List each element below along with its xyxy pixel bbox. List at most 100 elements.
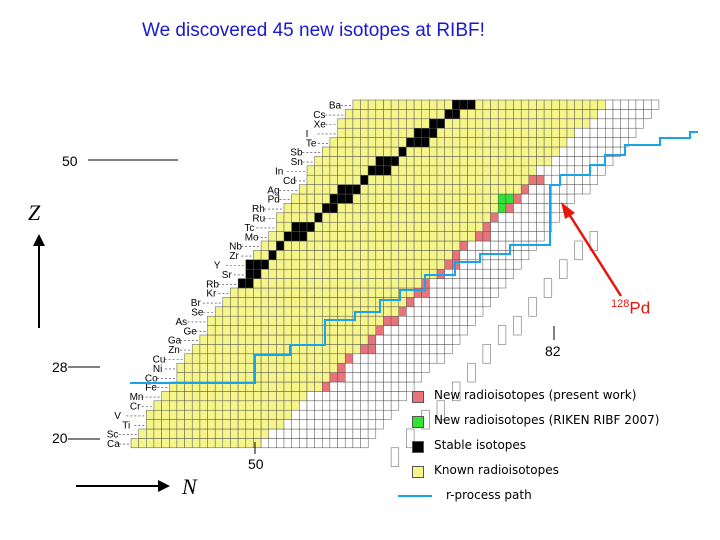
- known-radioisotope-cell: [322, 193, 331, 204]
- known-radioisotope-cell: [322, 287, 331, 298]
- known-radioisotope-cell: [352, 287, 361, 298]
- empty-cell: [452, 306, 461, 317]
- known-radioisotope-cell: [459, 146, 468, 157]
- known-radioisotope-cell: [260, 250, 270, 261]
- empty-cell: [490, 287, 499, 298]
- known-radioisotope-cell: [475, 137, 484, 148]
- known-radioisotope-cell: [520, 99, 530, 110]
- element-label-ge: Ge: [184, 326, 198, 337]
- known-radioisotope-cell: [306, 306, 315, 317]
- empty-cell: [413, 362, 423, 373]
- known-radioisotope-cell: [352, 344, 361, 355]
- known-radioisotope-cell: [322, 221, 331, 232]
- known-radioisotope-cell: [436, 231, 445, 242]
- empty-cell: [566, 174, 575, 185]
- empty-cell: [329, 391, 338, 402]
- known-radioisotope-cell: [230, 306, 239, 317]
- known-radioisotope-cell: [268, 419, 277, 430]
- known-radioisotope-cell: [329, 221, 338, 232]
- empty-cell: [497, 240, 507, 251]
- known-radioisotope-cell: [153, 400, 162, 411]
- known-radioisotope-cell: [444, 184, 453, 195]
- known-radioisotope-cell: [245, 362, 254, 373]
- known-radioisotope-cell: [429, 212, 438, 223]
- known-radioisotope-cell: [337, 212, 346, 223]
- known-radioisotope-cell: [230, 372, 239, 383]
- empty-cell: [475, 287, 484, 298]
- known-radioisotope-cell: [505, 184, 514, 195]
- empty-cell: [490, 231, 499, 242]
- known-radioisotope-cell: [207, 400, 216, 411]
- known-radioisotope-cell: [276, 278, 285, 289]
- empty-cell: [497, 221, 507, 232]
- known-radioisotope-cell: [490, 118, 499, 129]
- known-radioisotope-cell: [390, 297, 400, 308]
- element-label-co: Co: [145, 373, 158, 384]
- empty-cell: [352, 372, 361, 383]
- known-radioisotope-cell: [436, 259, 445, 270]
- known-radioisotope-cell: [367, 250, 377, 261]
- empty-cell: [322, 391, 331, 402]
- known-radioisotope-cell: [413, 278, 423, 289]
- stable-isotope-cell: [245, 259, 254, 270]
- known-radioisotope-cell: [276, 325, 285, 336]
- empty-cell: [444, 325, 453, 336]
- known-radioisotope-cell: [429, 203, 438, 214]
- known-radioisotope-cell: [176, 419, 185, 430]
- known-radioisotope-cell: [589, 99, 598, 110]
- known-radioisotope-cell: [283, 391, 292, 402]
- empty-cell: [352, 381, 361, 392]
- known-radioisotope-cell: [283, 372, 292, 383]
- known-radioisotope-cell: [513, 99, 522, 110]
- empty-cell: [375, 381, 384, 392]
- known-radioisotope-cell: [138, 428, 147, 439]
- known-radioisotope-cell: [490, 109, 499, 120]
- known-radioisotope-cell: [421, 259, 430, 270]
- known-radioisotope-cell: [337, 118, 346, 129]
- element-label-rh: Rh: [252, 204, 265, 215]
- known-radioisotope-cell: [543, 109, 553, 120]
- empty-cell: [322, 438, 331, 449]
- known-radioisotope-cell: [337, 231, 346, 242]
- empty-cell: [360, 391, 369, 402]
- empty-cell: [551, 165, 560, 176]
- stable-isotope-cell: [291, 231, 300, 242]
- known-radioisotope-cell: [176, 438, 185, 449]
- known-radioisotope-cell: [322, 174, 331, 185]
- known-radioisotope-cell: [184, 353, 193, 364]
- empty-cell: [375, 334, 384, 345]
- known-radioisotope-cell: [482, 174, 491, 185]
- known-radioisotope-cell: [490, 203, 499, 214]
- known-radioisotope-cell: [367, 325, 377, 336]
- known-radioisotope-cell: [260, 287, 270, 298]
- known-radioisotope-cell: [360, 118, 369, 129]
- empty-cell: [513, 315, 522, 336]
- stable-isotope-cell: [398, 146, 407, 157]
- known-radioisotope-cell: [482, 212, 491, 223]
- new-isotope-2007-cell: [505, 193, 514, 204]
- known-radioisotope-cell: [482, 203, 491, 214]
- empty-cell: [452, 315, 461, 326]
- known-radioisotope-cell: [153, 428, 162, 439]
- known-radioisotope-cell: [559, 118, 568, 129]
- empty-cell: [459, 325, 468, 336]
- known-radioisotope-cell: [536, 118, 545, 129]
- empty-cell: [314, 400, 323, 411]
- known-radioisotope-cell: [352, 99, 361, 110]
- known-radioisotope-cell: [475, 118, 484, 129]
- known-radioisotope-cell: [169, 428, 178, 439]
- known-radioisotope-cell: [291, 306, 300, 317]
- empty-cell: [528, 203, 537, 214]
- element-label-ga: Ga: [168, 336, 182, 347]
- stable-isotope-cell: [360, 174, 369, 185]
- element-label-zn: Zn: [168, 345, 180, 356]
- known-radioisotope-cell: [314, 362, 323, 373]
- empty-cell: [375, 409, 384, 420]
- empty-cell: [352, 353, 361, 364]
- element-label-cr: Cr: [130, 402, 141, 413]
- known-radioisotope-cell: [490, 184, 499, 195]
- known-radioisotope-cell: [582, 99, 591, 110]
- empty-cell: [352, 400, 361, 411]
- pd128-mass: 128: [611, 298, 630, 310]
- known-radioisotope-cell: [230, 297, 239, 308]
